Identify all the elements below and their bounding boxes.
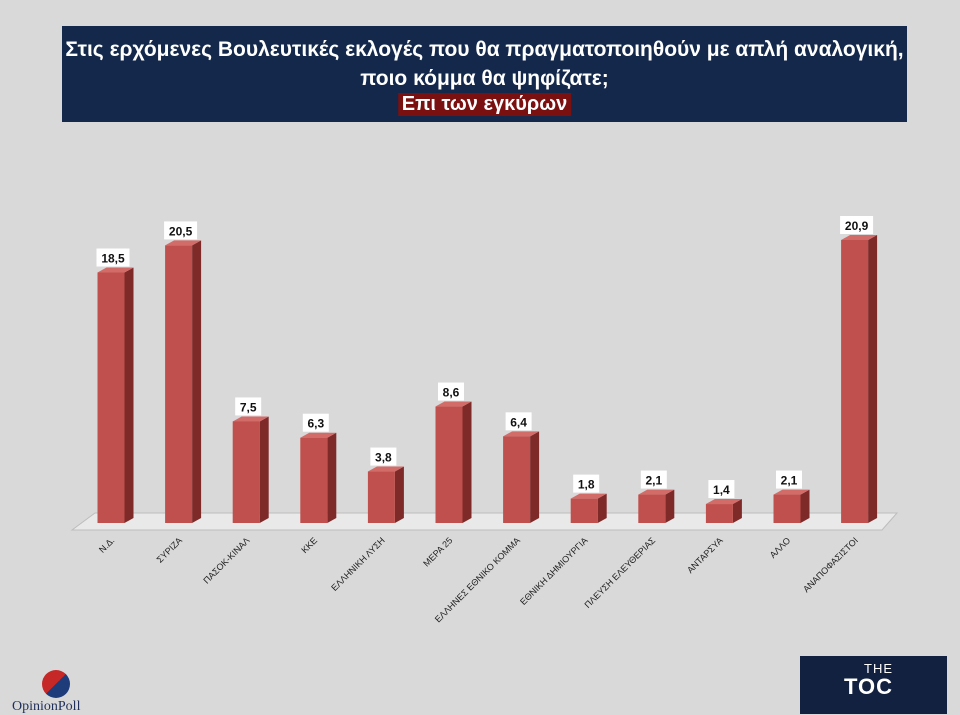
opinion-poll-logo-icon <box>42 670 70 698</box>
bar-top <box>232 416 269 422</box>
data-label-box <box>438 382 464 401</box>
opinion-poll-logo: OpinionPoll <box>12 668 132 714</box>
chart-floor <box>70 512 899 531</box>
category-label: ΠΑΣΟΚ-ΚΙΝΑΛ <box>201 535 251 585</box>
category-label: ΠΛΕΥΣΗ ΕΛΕΥΘΕΡΙΑΣ <box>582 535 657 610</box>
category-label: ΣΥΡΙΖΑ <box>155 535 184 564</box>
bar <box>300 437 328 523</box>
category-label: ΜΕΡΑ 25 <box>421 535 454 568</box>
data-label: 18,5 <box>101 251 125 265</box>
bar <box>435 406 463 523</box>
data-label-box <box>640 470 667 489</box>
data-label-box <box>302 413 329 432</box>
data-label-box <box>505 412 532 431</box>
bar-top <box>570 493 607 499</box>
bar <box>773 494 801 523</box>
data-label: 6,4 <box>510 415 527 429</box>
bar-top <box>705 499 742 505</box>
data-label: 1,4 <box>713 483 730 497</box>
bar-side <box>732 499 742 523</box>
bar-side <box>192 240 202 524</box>
bar-top <box>300 432 337 438</box>
bar-top <box>773 489 810 495</box>
category-label: ΑΛΛΟ <box>768 535 793 560</box>
data-label-box <box>235 397 262 416</box>
data-label-box <box>573 474 600 493</box>
bar-top <box>435 401 472 407</box>
data-label: 2,1 <box>781 474 798 488</box>
data-label-box <box>96 248 130 267</box>
bar-top <box>97 267 134 273</box>
category-label: ΕΛΛΗΝΙΚΗ ΛΥΣΗ <box>329 535 387 593</box>
bar-side <box>665 489 675 523</box>
bar-side <box>394 466 404 523</box>
category-label: ΑΝΑΠΟΦΑΣΙΣΤΟΙ <box>801 535 860 594</box>
bar <box>367 471 395 523</box>
data-label: 2,1 <box>645 474 662 488</box>
bar-side <box>868 235 878 523</box>
bar-side <box>530 431 540 523</box>
bar <box>165 245 193 524</box>
data-label-box <box>370 447 397 466</box>
bar-side <box>259 416 269 523</box>
data-label: 20,5 <box>169 224 193 238</box>
bar <box>503 436 531 523</box>
the-toc-logo-main: TOC <box>844 674 894 699</box>
category-label: ΑΝΤΑΡΣΥΑ <box>685 535 725 575</box>
bar <box>638 494 666 523</box>
category-label: ΚΚΕ <box>299 535 319 555</box>
data-label-box <box>840 216 874 234</box>
data-label-box <box>164 221 198 240</box>
bar-side <box>124 267 134 523</box>
chart-subtitle: Επι των εγκύρων <box>397 93 572 116</box>
the-toc-logo-the: THE <box>864 661 893 676</box>
bar-top <box>165 240 202 246</box>
the-toc-logo: THE TOC <box>800 656 947 714</box>
bar <box>570 498 598 523</box>
opinion-poll-logo-text: OpinionPoll <box>12 699 81 714</box>
data-label: 3,8 <box>375 451 392 465</box>
bar <box>705 504 733 523</box>
bar <box>841 240 869 523</box>
chart-title-line1: Στις ερχόμενες Βουλευτικές εκλογές που θ… <box>65 38 904 61</box>
bar-side <box>327 432 337 523</box>
category-label: ΕΘΝΙΚΗ ΔΗΜΙΟΥΡΓΙΑ <box>518 535 590 607</box>
data-label: 1,8 <box>578 478 595 492</box>
data-label: 6,3 <box>307 417 324 431</box>
bar-top <box>638 489 675 495</box>
bar-top <box>367 466 404 472</box>
bar-side <box>800 489 810 523</box>
data-label-box <box>776 470 802 489</box>
chart-title-box: Στις ερχόμενες Βουλευτικές εκλογές που θ… <box>62 26 907 122</box>
bar-side <box>597 493 607 523</box>
bar-top <box>503 431 540 437</box>
data-label: 7,5 <box>240 400 257 414</box>
data-label: 20,9 <box>845 219 869 233</box>
bar-side <box>462 401 472 523</box>
data-label-box <box>708 480 735 499</box>
chart-title-line2: ποιο κόμμα θα ψηφίζατε; <box>360 67 609 90</box>
bar <box>97 272 125 523</box>
data-label: 8,6 <box>443 386 460 400</box>
bar-top <box>841 235 878 240</box>
bar <box>232 421 260 523</box>
category-label: Ν.Δ. <box>97 535 116 554</box>
